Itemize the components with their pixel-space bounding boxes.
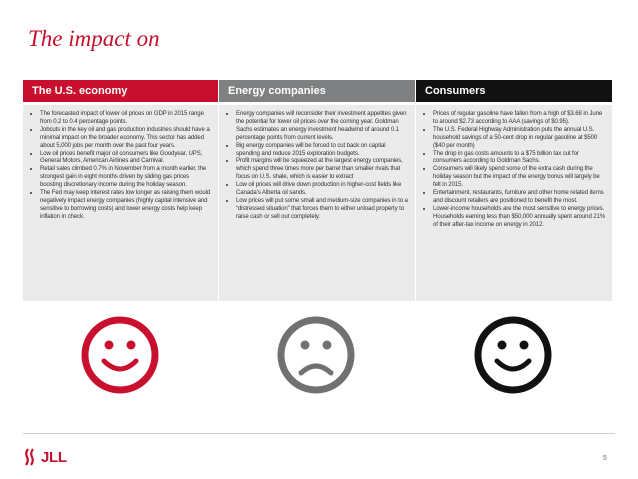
bullet-item: Lower-income households are the most sen…	[433, 205, 606, 229]
bullet-item: Retail sales climbed 0.7% in November fr…	[40, 165, 212, 189]
bullet-item: The Fed may keep interest rates low long…	[40, 189, 212, 221]
smiley-face-icon	[81, 316, 159, 394]
column-header: The U.S. economy	[23, 80, 218, 102]
column-body: Energy companies will reconsider their i…	[219, 105, 415, 301]
bullet-item: Big energy companies will be forced to c…	[236, 142, 409, 158]
bullet-item: Entertainment, restaurants, furniture an…	[433, 189, 606, 205]
bullet-list: The forecasted impact of lower oil price…	[29, 110, 212, 221]
logo-text: JLL	[41, 448, 67, 466]
frowning-face-icon	[277, 316, 355, 394]
bullet-item: Profit margins will be squeezed at the l…	[236, 157, 409, 181]
bullet-item: Low oil prices benefit major oil consume…	[40, 150, 212, 166]
bullet-item: The drop in gas costs amounts to a $75 b…	[433, 150, 606, 166]
bullet-item: Consumers will likely spend some of the …	[433, 165, 606, 189]
column-consumers: Consumers Prices of regular gasoline hav…	[416, 80, 612, 301]
slide-title: The impact on	[28, 26, 160, 51]
bullet-list: Prices of regular gasoline have fallen f…	[422, 110, 606, 229]
column-energy-companies: Energy companies Energy companies will r…	[219, 80, 415, 301]
smiley-face-icon	[474, 316, 552, 394]
bullet-item: Jobcuts in the key oil and gas productio…	[40, 126, 212, 150]
bullet-item: Energy companies will reconsider their i…	[236, 110, 409, 142]
page-number: 5	[603, 455, 607, 462]
column-header: Energy companies	[219, 80, 415, 102]
bullet-item: The forecasted impact of lower oil price…	[40, 110, 212, 126]
jll-logo: JLL	[24, 446, 67, 468]
jll-logo-icon	[25, 448, 34, 466]
bullet-item: Low prices will put some small and mediu…	[236, 197, 409, 221]
footer-divider	[23, 433, 615, 434]
bullet-item: The U.S. Federal Highway Administration …	[433, 126, 606, 150]
column-body: Prices of regular gasoline have fallen f…	[416, 105, 612, 301]
bullet-item: Prices of regular gasoline have fallen f…	[433, 110, 606, 126]
column-header: Consumers	[416, 80, 612, 102]
bullet-item: Low oil prices will drive down productio…	[236, 181, 409, 197]
column-us-economy: The U.S. economy The forecasted impact o…	[23, 80, 218, 301]
column-body: The forecasted impact of lower oil price…	[23, 105, 218, 301]
bullet-list: Energy companies will reconsider their i…	[225, 110, 409, 221]
